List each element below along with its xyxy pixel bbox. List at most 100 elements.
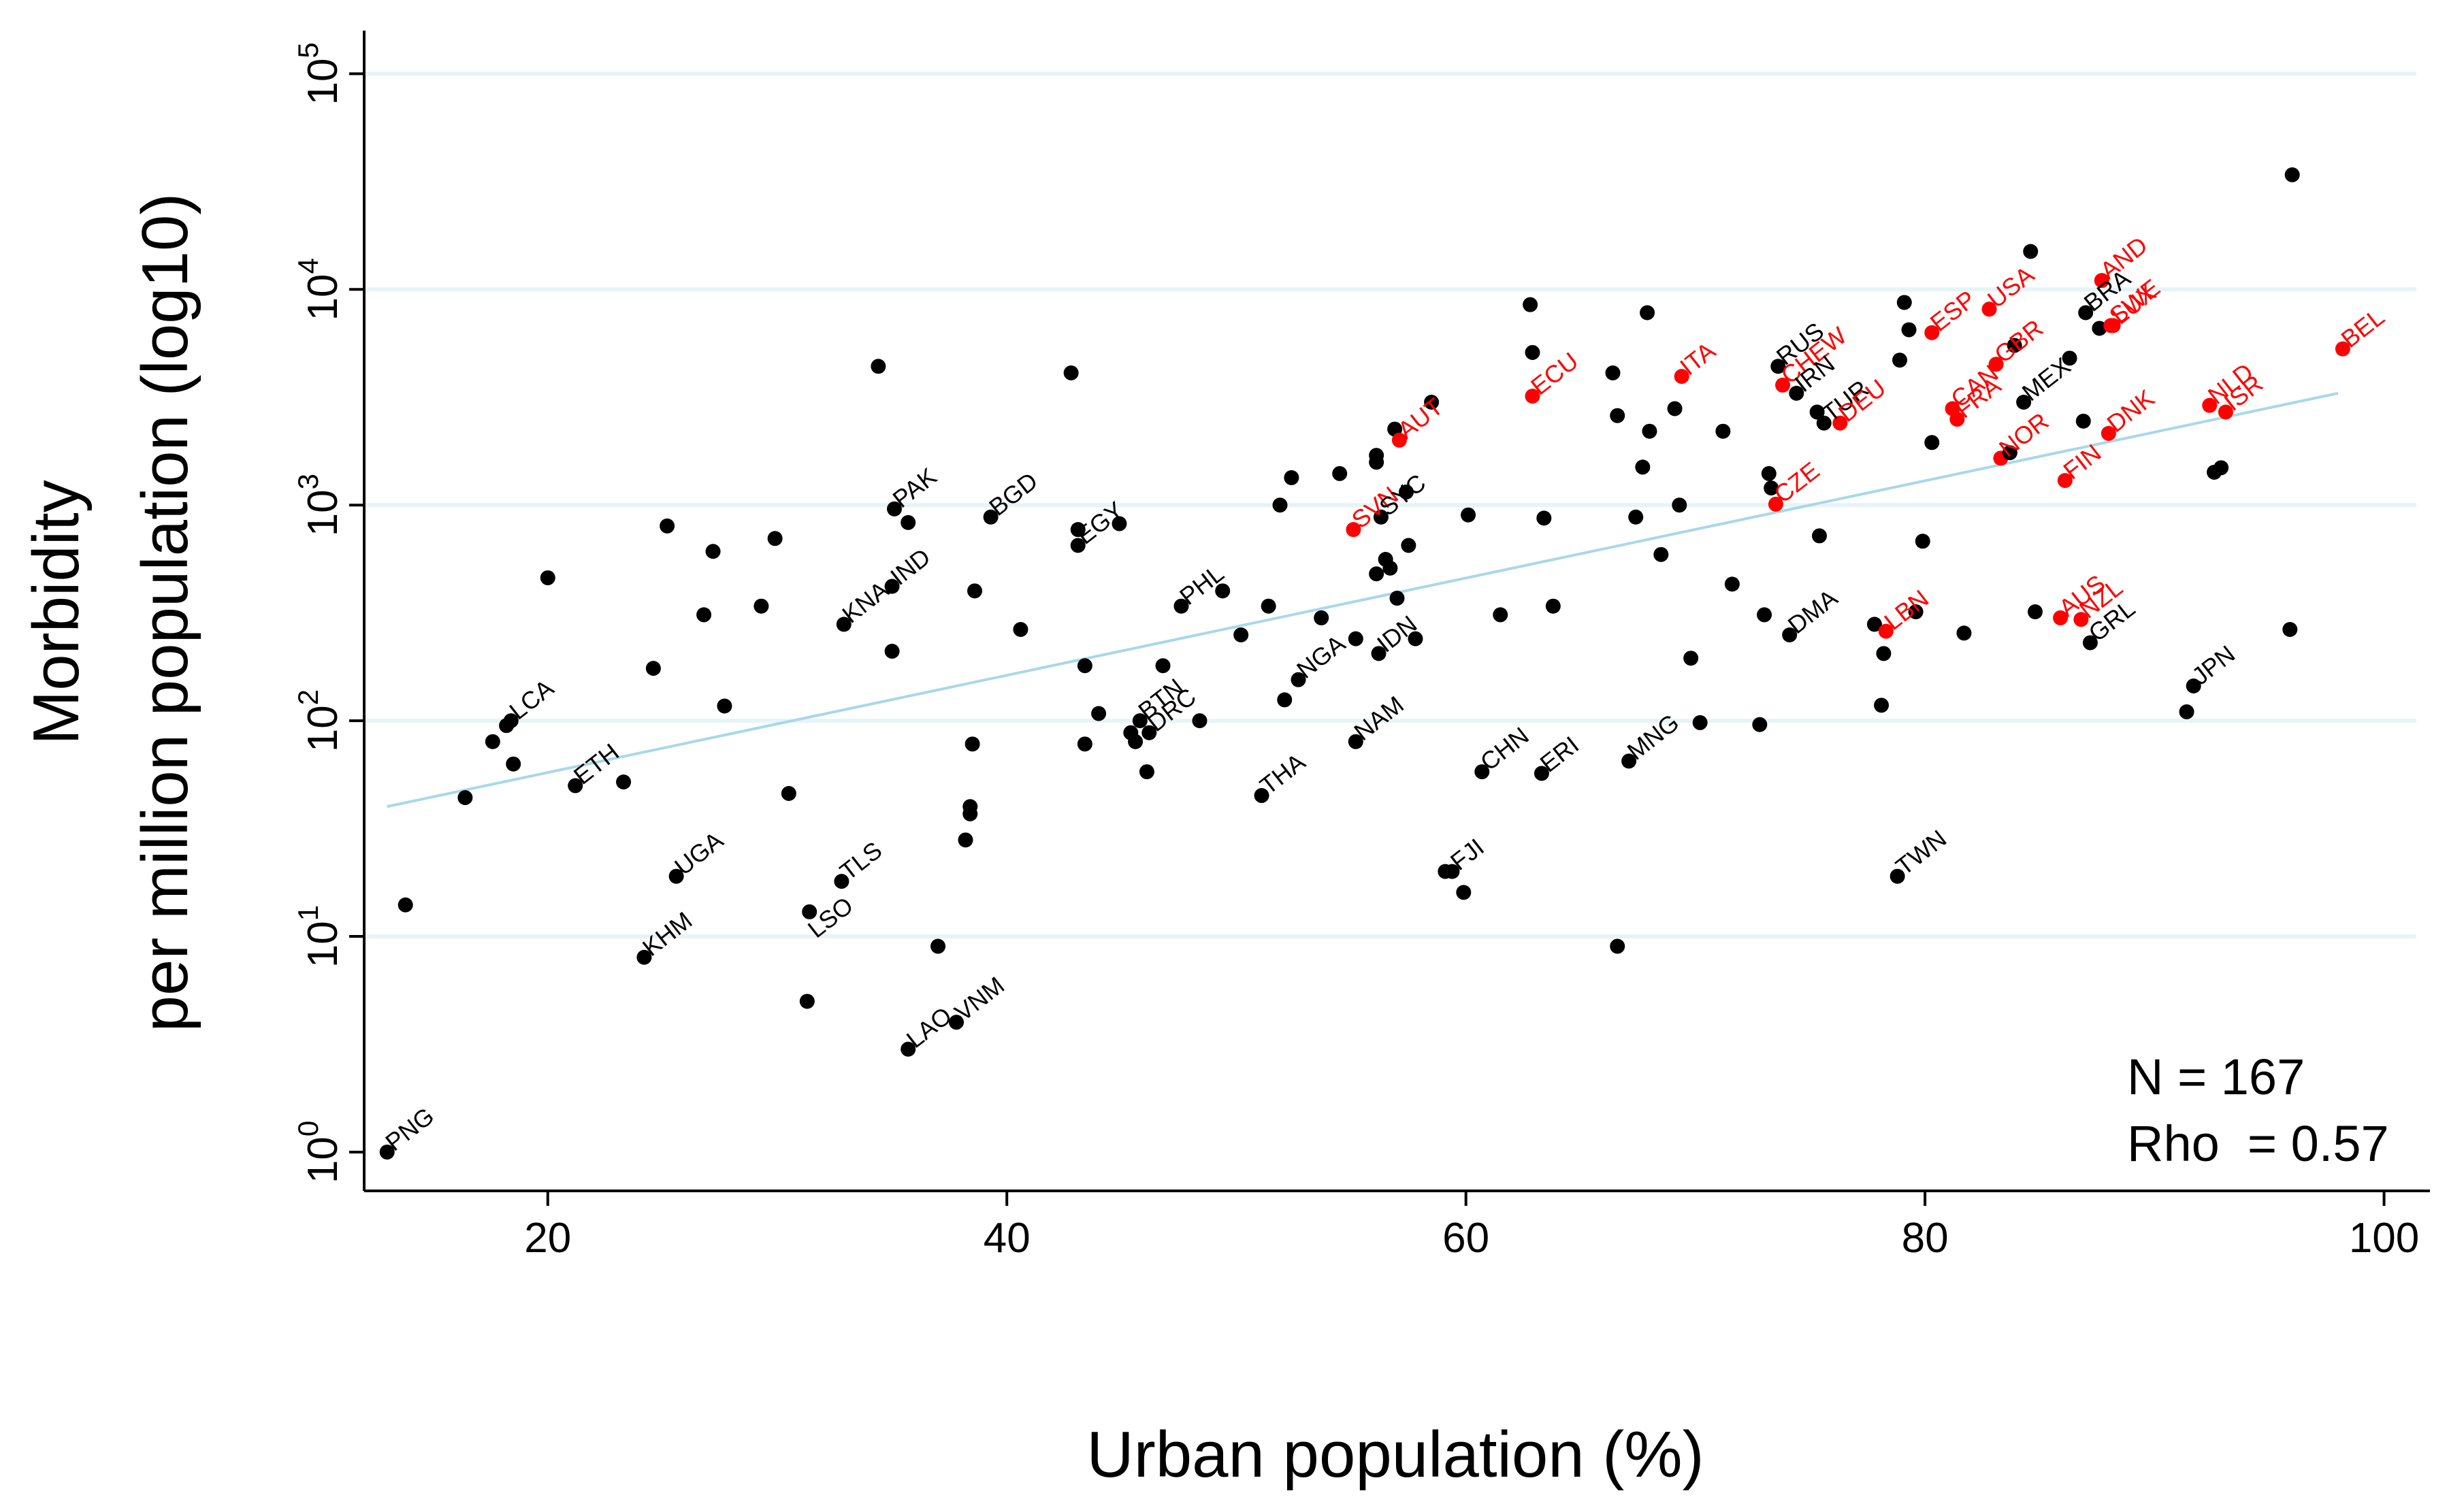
- data-point-tha: [1254, 788, 1269, 804]
- data-point-rus: [1770, 359, 1786, 374]
- data-point-tls: [834, 874, 849, 889]
- data-point-twn: [1890, 868, 1905, 884]
- y-axis-title-line1: Morbidity: [20, 480, 93, 744]
- data-point: [753, 598, 769, 614]
- data-point: [696, 607, 712, 623]
- gridlines: [364, 71, 2416, 939]
- y-tick-label-text: 103: [292, 474, 346, 536]
- data-point: [1672, 497, 1687, 513]
- data-point: [2062, 350, 2077, 366]
- data-point-lbn: [1878, 623, 1894, 639]
- data-point: [1628, 509, 1644, 525]
- data-point: [2092, 321, 2107, 336]
- data-point-btn: [1132, 713, 1148, 729]
- data-point: [645, 661, 661, 676]
- data-point: [457, 790, 473, 806]
- data-point: [2179, 704, 2194, 720]
- data-point: [930, 938, 946, 954]
- data-point: [1314, 610, 1329, 625]
- data-point-phl: [1173, 598, 1189, 614]
- y-tick-label-text: 101: [292, 905, 346, 968]
- data-point-syc: [1373, 509, 1389, 525]
- x-tick-label-80: 80: [1902, 1215, 1949, 1262]
- data-point: [1811, 528, 1827, 544]
- data-point: [884, 644, 900, 659]
- data-point: [1077, 658, 1092, 674]
- data-point: [1761, 465, 1777, 481]
- data-point-eri: [1534, 766, 1549, 781]
- data-point-fra: [1949, 412, 1965, 427]
- data-point: [2002, 445, 2017, 461]
- data-point-mex: [2016, 395, 2032, 410]
- data-point: [1610, 938, 1625, 954]
- data-point: [2075, 413, 2091, 429]
- data-point: [1642, 423, 1657, 439]
- data-point-vnm: [949, 1015, 964, 1030]
- data-point-idn: [1371, 646, 1387, 661]
- data-point: [1901, 322, 1917, 338]
- data-point-khm: [636, 949, 652, 965]
- y-axis-title-line2: per million population (log10): [129, 193, 201, 1032]
- data-point-dnk: [2101, 425, 2116, 441]
- data-point-fin: [2057, 473, 2073, 489]
- data-point: [1667, 401, 1683, 416]
- y-tick-label-2: 102: [292, 689, 346, 752]
- data-point: [1523, 297, 1538, 312]
- data-point-gbr: [1988, 357, 2004, 372]
- data-point-nga: [1291, 672, 1306, 687]
- data-point: [540, 570, 555, 586]
- data-point: [1215, 583, 1231, 599]
- y-tick-label-text: 100: [292, 1121, 346, 1183]
- data-point-aus: [2053, 610, 2069, 625]
- data-point-drc: [1141, 725, 1157, 740]
- data-point-lca: [503, 713, 519, 729]
- data-point-ecu: [1525, 389, 1540, 404]
- y-ticks: 100 101 102 103 104 105: [292, 42, 364, 1183]
- data-point: [1112, 516, 1127, 531]
- data-point: [1640, 305, 1655, 321]
- data-point: [2023, 244, 2039, 259]
- data-point-che: [1775, 377, 1791, 393]
- y-tick-label-4: 104: [292, 258, 346, 321]
- data-point: [1924, 435, 1940, 450]
- data-point-irn: [1789, 385, 1804, 401]
- data-point-esp: [1924, 325, 1940, 340]
- data-point: [1369, 448, 1384, 463]
- data-point: [799, 994, 815, 1009]
- data-point: [1876, 646, 1892, 661]
- point-labels: PNGLCAETHKHMUGALSOTLSKNAINDPAKLAOVNMBGDE…: [380, 231, 2389, 1156]
- data-point-grl: [2082, 635, 2098, 651]
- data-point: [1956, 625, 1972, 641]
- data-point-egy: [1070, 538, 1086, 553]
- data-point: [1653, 546, 1669, 562]
- data-point: [964, 736, 980, 752]
- data-point: [1233, 627, 1249, 643]
- data-point: [967, 583, 983, 599]
- data-point: [2214, 460, 2229, 476]
- data-point: [1610, 408, 1625, 423]
- data-point: [1724, 576, 1740, 592]
- y-tick-label-5: 105: [292, 42, 346, 105]
- data-point-kna: [836, 617, 852, 632]
- data-point-ind: [884, 578, 900, 594]
- data-point-fji: [1444, 864, 1460, 879]
- data-point: [1261, 598, 1276, 614]
- data-point-bra: [2078, 305, 2094, 321]
- data-point: [901, 514, 916, 530]
- data-point: [2284, 167, 2300, 182]
- data-point: [1545, 598, 1561, 614]
- data-point: [1752, 717, 1768, 732]
- data-point: [1896, 295, 1912, 310]
- data-point: [1915, 534, 1930, 549]
- data-point: [1192, 713, 1207, 729]
- y-tick-label-3: 103: [292, 474, 346, 536]
- annotation-n: N = 167: [2127, 1049, 2305, 1105]
- data-point: [2027, 604, 2043, 620]
- data-point: [1715, 423, 1731, 439]
- data-point: [1605, 365, 1621, 381]
- trend-line: [387, 391, 2339, 808]
- data-point-jpn: [2186, 678, 2201, 693]
- data-point-lao: [901, 1041, 916, 1057]
- data-point-lso: [802, 904, 817, 919]
